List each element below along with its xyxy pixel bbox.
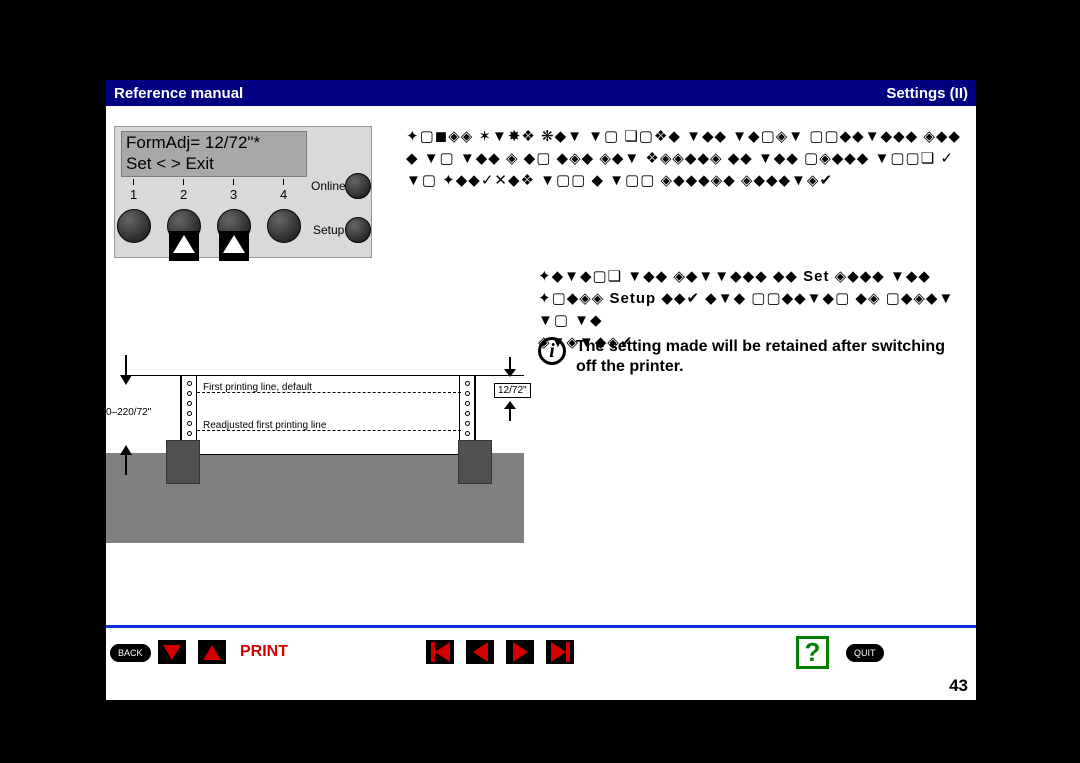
triangle-down-icon [163,645,181,660]
setup-button[interactable] [345,217,371,243]
set-keyword: Set [803,268,829,285]
next-page-button[interactable] [506,640,534,664]
quit-button[interactable]: QUIT [846,644,884,662]
tick [283,179,284,185]
range-label: 0–220/72" [106,407,151,418]
divider-rule [106,625,976,628]
tick [183,179,184,185]
up-arrow-icon [169,231,199,261]
body-text-block-1: ✦▢◼◈◈ ✶▼✸❖ ❋◆▼ ▼▢ ❏▢❖◆ ▼◆◆ ▼◆▢◈▼ ▢▢◆◆▼◆◆… [406,126,966,192]
arrow-down-icon [116,355,136,385]
info-note: i The setting made will be retained afte… [538,337,966,377]
tick [133,179,134,185]
triangle-left-icon [473,642,488,662]
arrow-up-icon [116,445,136,475]
triangle-left-icon [435,642,450,662]
setup-label: Setup [313,223,344,237]
triangle-right-icon [513,642,528,662]
panel-num-1: 1 [130,187,137,202]
lcd-display: FormAdj= 12/72"* Set < > Exit [121,131,307,177]
arrow-up-icon [500,401,520,421]
prev-page-button[interactable] [466,640,494,664]
first-page-button[interactable] [426,640,454,664]
arrow-down-icon [500,357,520,377]
roller-right [458,440,492,484]
panel-button-4[interactable] [267,209,301,243]
paper-sheet: First printing line, default Readjusted … [180,375,476,455]
value-label: 12/72" [494,383,531,398]
scroll-down-button[interactable] [158,640,186,664]
print-button[interactable]: PRINT [240,643,288,661]
header-left: Reference manual [114,85,243,102]
form-adjust-diagram: First printing line, default Readjusted … [106,285,526,545]
last-page-button[interactable] [546,640,574,664]
lcd-line-1: FormAdj= 12/72"* [126,132,306,153]
lcd-line-2: Set < > Exit [126,153,306,174]
setup-keyword: Setup [610,290,657,307]
triangle-right-icon [551,642,566,662]
header-bar: Reference manual Settings (II) [106,80,976,106]
info-text: The setting made will be retained after … [576,337,966,377]
online-button[interactable] [345,173,371,199]
header-right: Settings (II) [886,85,968,102]
info-icon: i [538,337,566,365]
help-button[interactable]: ? [796,636,829,669]
panel-num-4: 4 [280,187,287,202]
printer-control-panel: FormAdj= 12/72"* Set < > Exit 1 2 3 4 On… [114,126,372,258]
bar-icon [566,642,570,662]
nav-bar: BACK PRINT ? QUIT [106,640,976,670]
panel-num-2: 2 [180,187,187,202]
panel-num-3: 3 [230,187,237,202]
triangle-up-icon [203,645,221,660]
manual-page: Reference manual Settings (II) FormAdj= … [106,80,976,700]
tick [233,179,234,185]
online-label: Online [311,179,346,193]
page-number: 43 [949,676,968,696]
roller-left [166,440,200,484]
scroll-up-button[interactable] [198,640,226,664]
up-arrow-icon [219,231,249,261]
panel-button-1[interactable] [117,209,151,243]
back-button[interactable]: BACK [110,644,151,662]
readjusted-label: Readjusted first printing line [203,420,326,431]
first-line-label: First printing line, default [203,382,312,393]
